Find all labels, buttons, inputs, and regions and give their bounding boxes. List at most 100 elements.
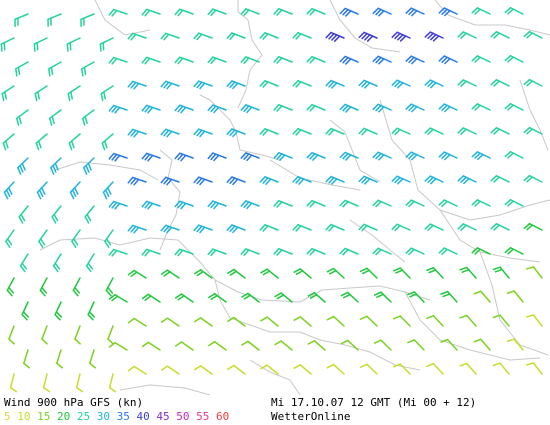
wind-barb bbox=[471, 7, 491, 15]
wind-barb bbox=[127, 80, 147, 90]
wind-barb bbox=[523, 126, 543, 135]
legend-item-20: 20 bbox=[57, 410, 77, 423]
wind-barb bbox=[207, 248, 227, 257]
wind-barb bbox=[127, 269, 147, 279]
wind-barb bbox=[83, 157, 95, 175]
wind-barb bbox=[174, 104, 194, 114]
coastline-segment bbox=[199, 94, 281, 161]
wind-barb bbox=[240, 8, 260, 16]
wind-barb bbox=[438, 151, 458, 161]
coastline-segment bbox=[469, 199, 550, 221]
provider-name: WetterOnline bbox=[271, 410, 351, 423]
wind-barb bbox=[8, 325, 15, 345]
wind-barb bbox=[259, 80, 279, 88]
wind-barb bbox=[471, 103, 491, 111]
coastline-segment bbox=[349, 219, 406, 263]
wind-barb bbox=[42, 373, 51, 393]
wind-barb bbox=[0, 37, 15, 52]
coastline-segment bbox=[299, 331, 421, 371]
wind-barb bbox=[127, 128, 147, 138]
wind-barb bbox=[39, 277, 48, 297]
wind-barb bbox=[525, 266, 543, 279]
wind-barb bbox=[490, 79, 510, 87]
wind-barb bbox=[174, 200, 194, 210]
wind-barb bbox=[127, 32, 147, 41]
wind-barb bbox=[141, 293, 161, 303]
coastline-segment bbox=[94, 0, 151, 36]
wind-barb bbox=[67, 85, 81, 102]
wind-barb bbox=[457, 127, 477, 135]
coastline-segment bbox=[119, 384, 211, 395]
wind-barb bbox=[492, 266, 510, 279]
wind-barb bbox=[207, 152, 227, 162]
wind-barb bbox=[440, 290, 458, 303]
wind-barb bbox=[340, 339, 359, 351]
wind-barb bbox=[306, 247, 326, 256]
wind-barb bbox=[87, 301, 96, 321]
wind-barb bbox=[490, 127, 510, 135]
wind-barb bbox=[141, 8, 161, 17]
wind-barb bbox=[373, 339, 392, 351]
wind-barb bbox=[85, 253, 95, 273]
wind-barb bbox=[89, 349, 96, 369]
wind-barb bbox=[358, 79, 378, 89]
wind-barb bbox=[325, 127, 345, 136]
wind-barb bbox=[424, 175, 444, 185]
wind-barb bbox=[174, 152, 194, 162]
wind-barb bbox=[426, 314, 444, 327]
wind-barb bbox=[36, 181, 48, 200]
legend-item-10: 10 bbox=[17, 410, 38, 423]
wind-barb bbox=[325, 223, 345, 232]
wind-barb bbox=[307, 292, 326, 303]
wind-barb bbox=[292, 223, 312, 232]
wind-barb bbox=[293, 316, 312, 327]
wind-barb bbox=[127, 365, 147, 375]
wind-barb bbox=[1, 85, 15, 102]
wind-barb bbox=[405, 7, 425, 17]
wind-barb bbox=[260, 268, 279, 279]
wind-barb bbox=[35, 133, 48, 151]
wind-barb bbox=[358, 175, 378, 185]
wind-barb bbox=[160, 128, 180, 138]
wind-barb bbox=[339, 247, 359, 256]
wind-barb bbox=[81, 61, 95, 77]
wind-barb bbox=[506, 338, 524, 351]
wind-barb bbox=[358, 223, 378, 232]
wind-barb bbox=[339, 151, 359, 161]
wind-barb bbox=[160, 176, 180, 186]
wind-barb bbox=[523, 30, 543, 39]
legend-item-35: 35 bbox=[116, 410, 137, 423]
wind-barb bbox=[108, 56, 128, 65]
wind-barb bbox=[80, 13, 95, 28]
wind-barb bbox=[426, 362, 444, 375]
wind-barb bbox=[293, 268, 312, 279]
wind-barb bbox=[240, 200, 260, 210]
wind-barb bbox=[393, 363, 411, 375]
wind-barb bbox=[424, 223, 444, 232]
coastline-segment bbox=[237, 0, 263, 109]
wind-barb bbox=[141, 200, 161, 210]
wind-barb bbox=[52, 253, 62, 273]
wind-barb bbox=[473, 338, 491, 351]
wind-barb bbox=[141, 341, 161, 351]
wind-barb bbox=[393, 267, 411, 279]
wind-barb bbox=[21, 301, 30, 321]
wind-barb bbox=[372, 103, 392, 113]
wind-barb bbox=[174, 8, 194, 17]
wind-barb bbox=[174, 341, 194, 351]
wind-barb bbox=[15, 109, 29, 126]
legend-item-30: 30 bbox=[96, 410, 117, 423]
wind-barb bbox=[506, 290, 524, 303]
speed-legend: 5 10 15 20 25 30 35 40 45 50 55 60 bbox=[4, 410, 229, 423]
wind-barb bbox=[75, 373, 84, 393]
wind-barb bbox=[273, 8, 293, 16]
wind-barb bbox=[208, 340, 227, 351]
wind-barb bbox=[504, 7, 524, 15]
wind-barb bbox=[108, 8, 128, 17]
wind-barb bbox=[259, 128, 279, 136]
legend-item-45: 45 bbox=[156, 410, 177, 423]
coastline-segment bbox=[269, 159, 361, 191]
coastline-segment bbox=[329, 119, 381, 183]
wind-barb bbox=[84, 205, 95, 224]
wind-barb bbox=[457, 223, 477, 231]
